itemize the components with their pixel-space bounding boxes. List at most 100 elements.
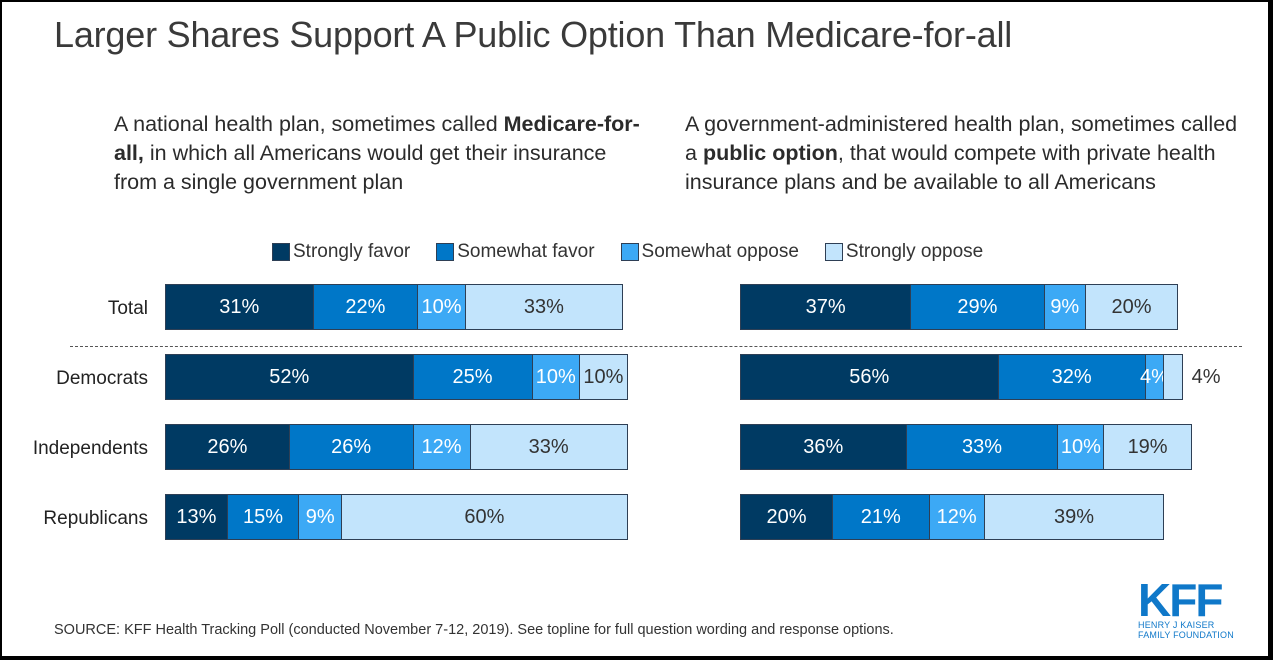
row-label-total: Total	[107, 298, 148, 319]
segment-strongly-favor: 36%	[740, 424, 907, 470]
data-label: 25%	[452, 365, 493, 388]
segment-strongly-favor: 37%	[740, 284, 912, 330]
segment-somewhat-oppose: 4%	[1140, 354, 1169, 400]
bar-public-option-democrats: 56% 32% 4%	[740, 354, 1183, 400]
data-label: 4%	[1140, 365, 1169, 388]
source-note: SOURCE: KFF Health Tracking Poll (conduc…	[54, 622, 894, 638]
question-text: A government-administered health plan, s…	[685, 112, 1238, 165]
data-label: 56%	[849, 365, 890, 388]
segment-strongly-favor: 13%	[165, 494, 228, 540]
segment-strongly-oppose: 39%	[983, 494, 1165, 540]
question-public-option: A government-administered health plan, s…	[685, 110, 1245, 197]
bar-public-option-republicans: 20% 21% 12% 39%	[740, 494, 1165, 540]
legend-label: Strongly favor	[293, 241, 411, 262]
question-text: , that would compete with private health…	[685, 141, 1216, 194]
data-label: 19%	[1127, 435, 1168, 458]
segment-somewhat-favor: 21%	[832, 494, 930, 540]
segment-strongly-oppose: 10%	[579, 354, 628, 400]
legend-swatch	[824, 243, 843, 261]
data-label: 20%	[1111, 295, 1152, 318]
question-medicare-for-all: A national health plan, sometimes called…	[114, 110, 654, 197]
segment-somewhat-oppose: 12%	[928, 494, 985, 540]
segment-strongly-oppose: 20%	[1084, 284, 1178, 330]
data-label-outside: 4%	[1191, 366, 1221, 388]
segment-somewhat-favor: 22%	[312, 284, 419, 330]
data-label: 22%	[345, 295, 386, 318]
data-label: 26%	[331, 435, 372, 458]
data-label: 10%	[535, 365, 576, 388]
data-label: 12%	[936, 505, 977, 528]
bar-medicare-for-all-independents: 26% 26% 12% 33%	[165, 424, 628, 470]
segment-somewhat-favor: 26%	[288, 424, 414, 470]
row-label-democrats: Democrats	[56, 368, 148, 389]
segment-strongly-favor: 20%	[740, 494, 833, 540]
logo-line-1: HENRY J KAISER	[1138, 620, 1215, 630]
question-text: A national health plan, sometimes called	[114, 112, 504, 136]
segment-somewhat-oppose: 9%	[1043, 284, 1086, 330]
segment-strongly-favor: 26%	[165, 424, 290, 470]
bar-public-option-total: 37% 29% 9% 20%	[740, 284, 1178, 330]
row-label-republicans: Republicans	[43, 508, 148, 529]
row-label-independents: Independents	[32, 438, 148, 459]
data-label: 32%	[1051, 365, 1092, 388]
segment-strongly-favor: 56%	[740, 354, 999, 400]
segment-somewhat-favor: 29%	[910, 284, 1045, 330]
segment-strongly-oppose: 19%	[1103, 424, 1192, 470]
data-label: 10%	[1060, 435, 1101, 458]
bar-medicare-for-all-democrats: 52% 25% 10% 10%	[165, 354, 628, 400]
legend-label: Somewhat oppose	[641, 241, 799, 262]
segment-strongly-oppose: 33%	[464, 284, 623, 330]
segment-somewhat-favor: 32%	[997, 354, 1146, 400]
segment-somewhat-favor: 15%	[226, 494, 300, 540]
bar-medicare-for-all-republicans: 13% 15% 9% 60%	[165, 494, 628, 540]
data-label: 9%	[305, 505, 335, 528]
data-label: 13%	[176, 505, 217, 528]
bar-public-option-independents: 36% 33% 10% 19%	[740, 424, 1192, 470]
data-label: 29%	[957, 295, 998, 318]
kff-logo: KFF HENRY J KAISER FAMILY FOUNDATION	[1138, 574, 1238, 640]
data-label: 20%	[766, 505, 807, 528]
segment-somewhat-favor: 33%	[905, 424, 1059, 470]
segment-somewhat-oppose: 12%	[412, 424, 471, 470]
logo-line-2: FAMILY FOUNDATION	[1138, 630, 1234, 640]
data-label: 9%	[1050, 295, 1080, 318]
legend-item-somewhat-oppose: Somewhat oppose	[620, 241, 799, 263]
data-label: 36%	[803, 435, 844, 458]
segment-strongly-oppose	[1163, 354, 1183, 400]
data-label: 33%	[523, 295, 564, 318]
data-label: 39%	[1053, 505, 1094, 528]
data-label: 10%	[583, 365, 624, 388]
question-bold-term: Medicare-for-all,	[114, 112, 640, 165]
segment-somewhat-oppose: 9%	[298, 494, 343, 540]
segment-strongly-favor: 52%	[165, 354, 414, 400]
legend: Strongly favor Somewhat favor Somewhat o…	[272, 241, 983, 263]
chart-title: Larger Shares Support A Public Option Th…	[54, 14, 1013, 55]
legend-swatch	[620, 243, 639, 261]
logo-mark: KFF	[1138, 574, 1223, 626]
data-label: 31%	[219, 295, 260, 318]
legend-item-strongly-favor: Strongly favor	[272, 241, 410, 263]
data-label: 12%	[421, 435, 462, 458]
legend-label: Strongly oppose	[845, 241, 984, 262]
question-text: in which all Americans would get their i…	[114, 141, 607, 194]
legend-item-strongly-oppose: Strongly oppose	[824, 241, 984, 263]
segment-strongly-oppose: 33%	[469, 424, 628, 470]
data-label: 26%	[207, 435, 248, 458]
segment-somewhat-oppose: 10%	[1057, 424, 1105, 470]
segment-somewhat-oppose: 10%	[531, 354, 581, 400]
data-label: 37%	[805, 295, 846, 318]
segment-somewhat-oppose: 10%	[417, 284, 466, 330]
legend-item-somewhat-favor: Somewhat favor	[436, 241, 595, 263]
data-label: 33%	[528, 435, 569, 458]
total-divider-line	[70, 346, 1242, 347]
legend-swatch	[436, 243, 455, 261]
question-bold-term: public option	[702, 141, 838, 165]
data-label: 21%	[860, 505, 901, 528]
data-label: 33%	[961, 435, 1002, 458]
data-label: 10%	[421, 295, 462, 318]
segment-somewhat-favor: 25%	[412, 354, 533, 400]
legend-swatch	[272, 243, 290, 261]
data-label: 60%	[464, 505, 505, 528]
segment-strongly-oppose: 60%	[341, 494, 628, 540]
